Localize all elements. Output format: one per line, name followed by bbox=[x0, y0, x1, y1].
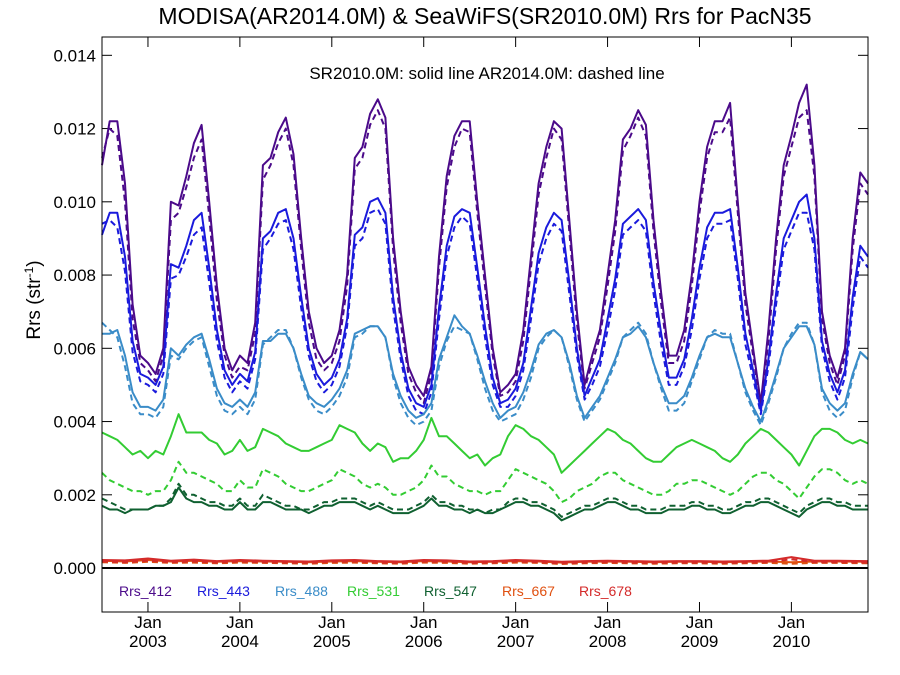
plot-frame bbox=[101, 36, 869, 613]
x-tick-year: 2007 bbox=[497, 632, 535, 651]
legend-item: Rrs_412 bbox=[119, 583, 172, 599]
x-tick-year: 2004 bbox=[221, 632, 259, 651]
legend: Rrs_412 Rrs_443 Rrs_488 Rrs_531 Rrs_547 Rrs_6… bbox=[119, 583, 632, 599]
x-tick-year: 2010 bbox=[772, 632, 810, 651]
y-tick-label: 0.002 bbox=[53, 486, 96, 505]
x-tick-month: Jan bbox=[778, 613, 805, 632]
x-tick-month: Jan bbox=[410, 613, 437, 632]
x-tick-month: Jan bbox=[594, 613, 621, 632]
y-axis-label-main: Rrs (str bbox=[24, 277, 45, 340]
x-tick-month: Jan bbox=[226, 613, 253, 632]
x-tick-year: 2008 bbox=[589, 632, 627, 651]
legend-item: Rrs_547 bbox=[424, 583, 477, 599]
rrs-547-dashed-line bbox=[101, 482, 868, 518]
series-lines bbox=[101, 83, 869, 565]
rrs-531-solid-line bbox=[101, 413, 869, 474]
rrs-443-solid-line bbox=[101, 193, 869, 412]
y-tick-label: 0.014 bbox=[53, 46, 96, 65]
x-tick-year: 2006 bbox=[405, 632, 443, 651]
rrs-547-solid-line bbox=[101, 486, 868, 522]
x-tick-year: 2009 bbox=[681, 632, 719, 651]
y-axis-label: Rrs (str-1) bbox=[22, 260, 45, 339]
y-tick-label: 0.004 bbox=[53, 413, 96, 432]
rrs-488-solid-line bbox=[102, 314, 869, 423]
y-tick-label: 0.000 bbox=[53, 559, 96, 578]
x-tick-year: 2003 bbox=[129, 632, 167, 651]
y-tick-label: 0.012 bbox=[53, 120, 96, 139]
y-tick-label: 0.006 bbox=[53, 339, 96, 358]
x-tick-year: 2005 bbox=[313, 632, 351, 651]
legend-item: Rrs_678 bbox=[579, 583, 632, 599]
y-axis-label-end: ) bbox=[24, 260, 45, 266]
legend-item: Rrs_531 bbox=[347, 583, 400, 599]
rrs-678-solid-line bbox=[101, 556, 869, 563]
legend-item: Rrs_488 bbox=[275, 583, 328, 599]
axis-ticks: 0.000 0.002 0.004 0.006 0.008 0.010 0.012 0.014… bbox=[53, 37, 868, 651]
rrs-443-dashed-line bbox=[101, 208, 869, 416]
rrs-412-solid-line bbox=[101, 83, 869, 405]
chart-title: MODISA(AR2014.0M) & SeaWiFS(SR2010.0M) R… bbox=[158, 3, 811, 29]
y-tick-label: 0.008 bbox=[53, 266, 96, 285]
y-tick-label: 0.010 bbox=[53, 193, 96, 212]
rrs-678-dashed-line bbox=[101, 558, 869, 565]
x-tick-month: Jan bbox=[134, 613, 161, 632]
y-axis-label-sup: -1 bbox=[22, 266, 36, 277]
legend-item: Rrs_443 bbox=[197, 583, 250, 599]
legend-item: Rrs_667 bbox=[502, 583, 555, 599]
chart-annotation: SR2010.0M: solid line AR2014.0M: dashed … bbox=[309, 64, 664, 83]
x-tick-month: Jan bbox=[502, 613, 529, 632]
x-tick-month: Jan bbox=[318, 613, 345, 632]
x-tick-month: Jan bbox=[686, 613, 713, 632]
rrs-531-dashed-line bbox=[101, 460, 869, 504]
